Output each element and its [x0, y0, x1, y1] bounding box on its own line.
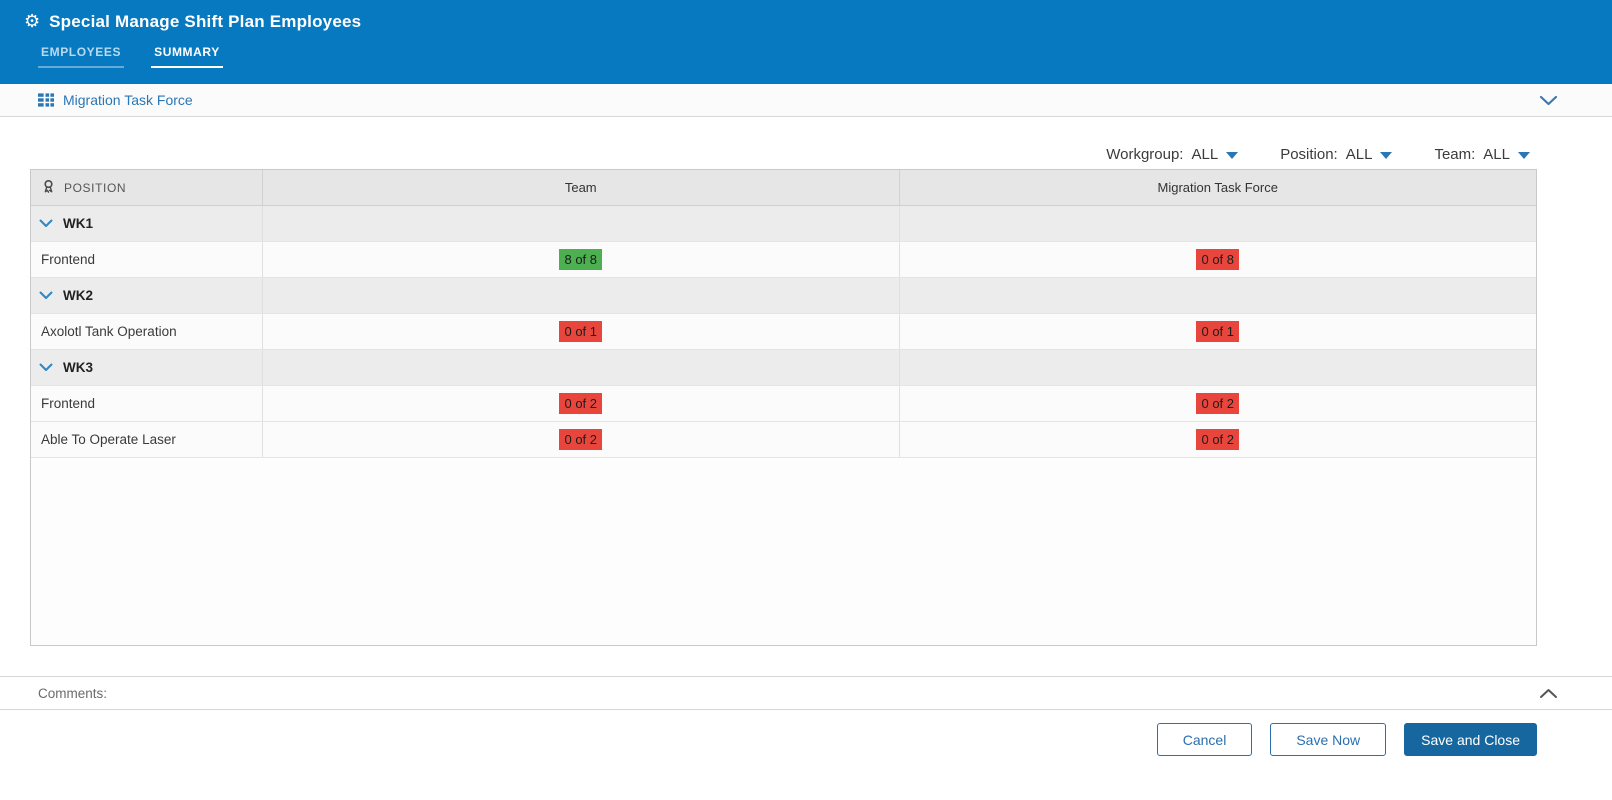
column-header-team: Team	[263, 170, 900, 205]
caret-down-icon	[1380, 151, 1393, 159]
group-row-wk1[interactable]: WK1	[31, 206, 1536, 242]
team-count-cell: 0 of 2	[263, 386, 900, 421]
position-label: Frontend	[31, 386, 263, 421]
comments-label: Comments:	[38, 685, 108, 701]
group-row-wk3[interactable]: WK3	[31, 350, 1536, 386]
chevron-up-icon[interactable]	[1539, 688, 1558, 699]
column-header-position: POSITION	[31, 170, 263, 205]
team-count-cell: 0 of 2	[263, 422, 900, 457]
workgroup-count-badge: 0 of 8	[1196, 249, 1240, 270]
group-label: WK1	[63, 216, 93, 231]
group-label: WK2	[63, 288, 93, 303]
workgroup-count-badge: 0 of 1	[1196, 321, 1240, 342]
position-filter-value: ALL	[1345, 145, 1373, 163]
column-header-workgroup: Migration Task Force	[1157, 180, 1278, 195]
chevron-down-icon[interactable]	[39, 219, 53, 228]
caret-down-icon	[1226, 151, 1239, 159]
gears-icon: ⚙	[24, 11, 41, 32]
footer-actions: Cancel Save Now Save and Close	[0, 710, 1612, 756]
empty-cell	[263, 206, 900, 241]
title-row: ⚙ Special Manage Shift Plan Employees	[0, 0, 1612, 32]
team-count-cell: 8 of 8	[263, 242, 900, 277]
workgroup-section-header[interactable]: Migration Task Force	[0, 84, 1612, 117]
section-title: Migration Task Force	[63, 92, 193, 108]
workgroup-filter-value: ALL	[1191, 145, 1219, 163]
team-filter-value: ALL	[1483, 145, 1510, 163]
workgroup-count-badge: 0 of 2	[1196, 429, 1240, 450]
empty-cell	[900, 350, 1537, 385]
empty-cell	[263, 350, 900, 385]
position-badge-icon	[41, 179, 56, 197]
table-header-row: POSITION Team Migration Task Force	[31, 170, 1536, 206]
page-title: Special Manage Shift Plan Employees	[49, 12, 362, 31]
team-count-badge: 8 of 8	[559, 249, 603, 270]
workgroup-filter-dropdown[interactable]: Workgroup: ALL	[1106, 139, 1239, 169]
table-row: Able To Operate Laser 0 of 2 0 of 2	[31, 422, 1536, 458]
group-cell: WK3	[31, 350, 263, 385]
tab-bar: EMPLOYEES SUMMARY	[38, 45, 1612, 68]
position-filter-label: Position:	[1280, 145, 1338, 163]
group-row-wk2[interactable]: WK2	[31, 278, 1536, 314]
group-label: WK3	[63, 360, 93, 375]
group-cell: WK1	[31, 206, 263, 241]
caret-down-icon	[1518, 151, 1530, 159]
chevron-down-icon[interactable]	[1539, 95, 1558, 106]
workgroup-count-cell: 0 of 8	[900, 242, 1537, 277]
position-label: Axolotl Tank Operation	[31, 314, 263, 349]
empty-cell	[900, 206, 1537, 241]
group-cell: WK2	[31, 278, 263, 313]
comments-bar: Comments:	[0, 676, 1612, 710]
workgroup-count-cell: 0 of 2	[900, 422, 1537, 457]
position-filter-dropdown[interactable]: Position: ALL	[1280, 139, 1393, 169]
team-count-badge: 0 of 2	[559, 393, 603, 414]
team-filter-label: Team:	[1434, 145, 1476, 163]
save-and-close-button[interactable]: Save and Close	[1404, 723, 1537, 756]
chevron-down-icon[interactable]	[39, 291, 53, 300]
empty-cell	[263, 278, 900, 313]
tab-summary[interactable]: SUMMARY	[151, 45, 223, 68]
app-header: ⚙ Special Manage Shift Plan Employees EM…	[0, 0, 1612, 84]
filter-bar: Workgroup: ALL Position: ALL Team: ALL	[0, 117, 1612, 169]
grid-icon	[38, 93, 54, 107]
column-header-position-label: POSITION	[64, 180, 127, 195]
position-label: Able To Operate Laser	[31, 422, 263, 457]
empty-cell	[900, 278, 1537, 313]
chevron-down-icon[interactable]	[39, 363, 53, 372]
workgroup-count-badge: 0 of 2	[1196, 393, 1240, 414]
team-count-badge: 0 of 2	[559, 429, 603, 450]
summary-table: POSITION Team Migration Task Force WK1 F…	[30, 169, 1537, 646]
tab-employees[interactable]: EMPLOYEES	[38, 45, 125, 68]
team-count-cell: 0 of 1	[263, 314, 900, 349]
table-row: Axolotl Tank Operation 0 of 1 0 of 1	[31, 314, 1536, 350]
table-row: Frontend 0 of 2 0 of 2	[31, 386, 1536, 422]
team-filter-dropdown[interactable]: Team: ALL	[1434, 139, 1530, 169]
team-count-badge: 0 of 1	[559, 321, 603, 342]
workgroup-count-cell: 0 of 2	[900, 386, 1537, 421]
workgroup-filter-label: Workgroup:	[1106, 145, 1184, 163]
position-label: Frontend	[31, 242, 263, 277]
workgroup-count-cell: 0 of 1	[900, 314, 1537, 349]
cancel-button[interactable]: Cancel	[1156, 723, 1253, 756]
table-row: Frontend 8 of 8 0 of 8	[31, 242, 1536, 278]
save-now-button[interactable]: Save Now	[1270, 723, 1387, 756]
